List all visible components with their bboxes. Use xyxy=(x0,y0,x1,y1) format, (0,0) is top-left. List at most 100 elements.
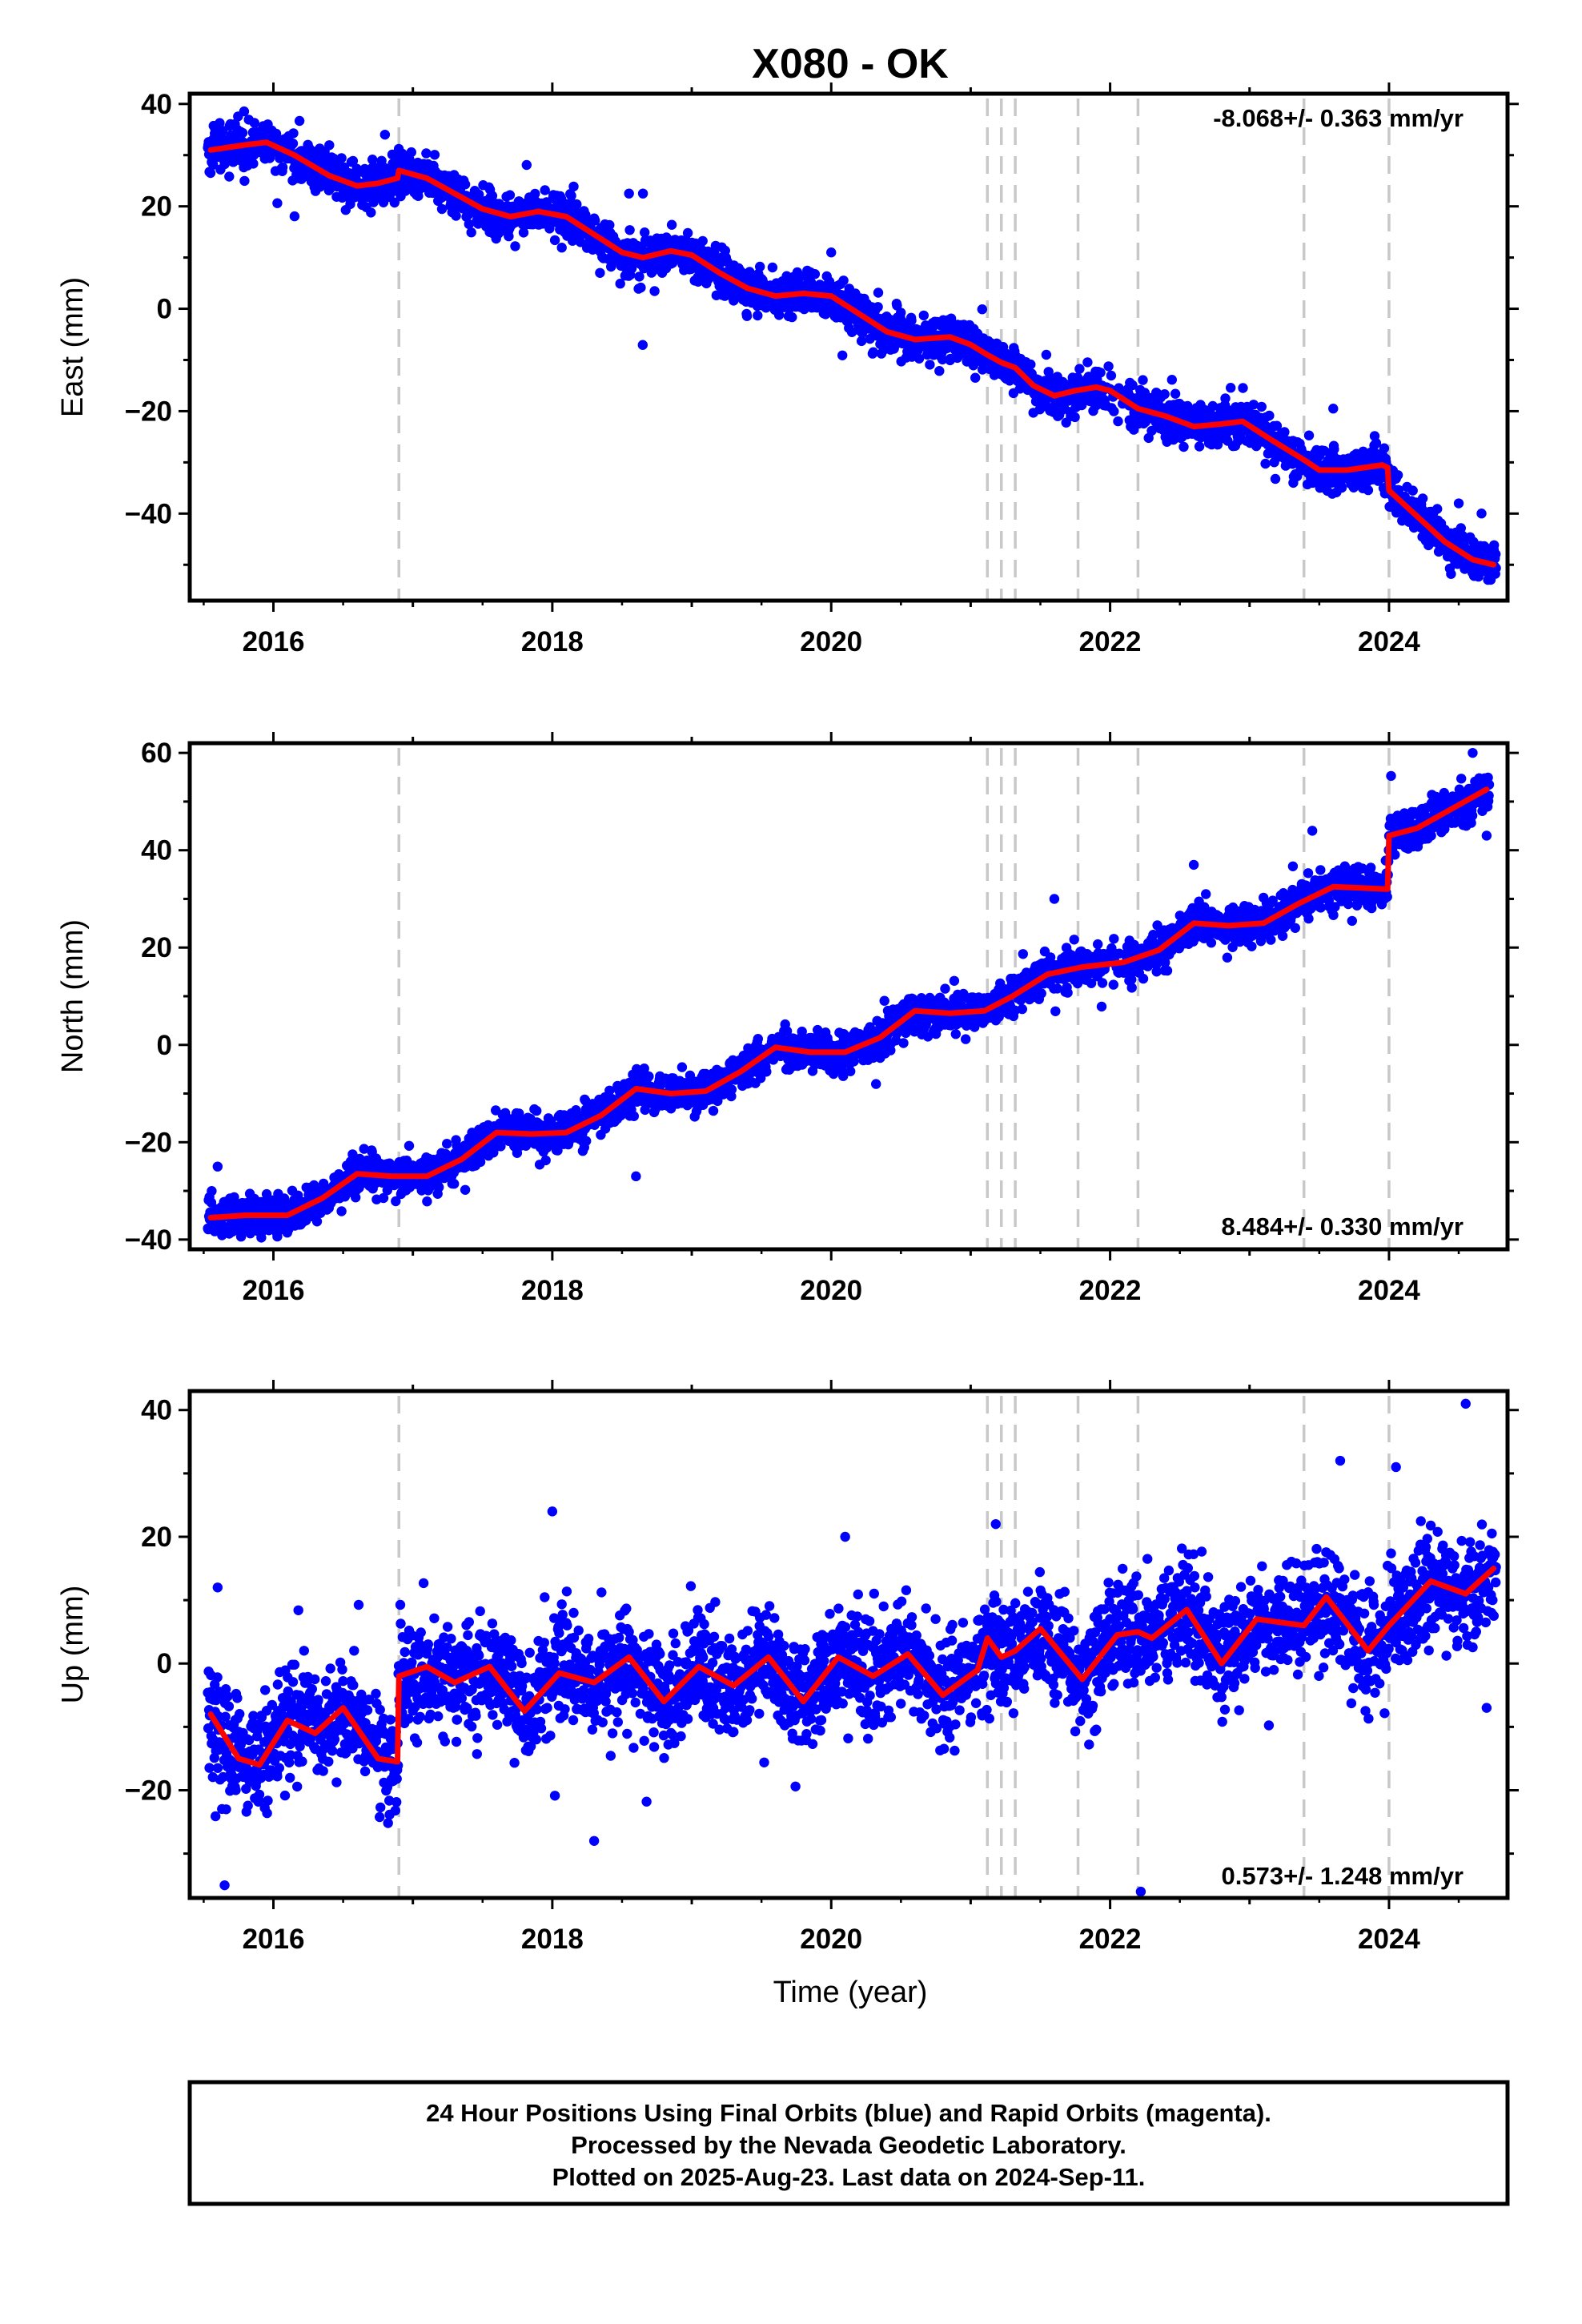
east-position-point xyxy=(572,199,582,210)
north-position-point xyxy=(336,1206,347,1216)
east-position-point xyxy=(219,159,230,170)
north-position-point xyxy=(726,1084,737,1095)
east-x-tick-label: 2022 xyxy=(1079,626,1142,657)
north-position-point xyxy=(449,1179,460,1189)
east-position-point xyxy=(1138,375,1148,385)
east-position-point xyxy=(838,275,849,286)
east-position-point xyxy=(451,211,461,221)
east-position-point xyxy=(787,312,797,323)
east-position-point xyxy=(590,215,600,226)
east-position-point xyxy=(248,159,259,169)
east-position-point xyxy=(1329,444,1339,455)
east-outlier-point xyxy=(624,188,634,199)
east-position-point xyxy=(634,271,644,282)
north-position-point xyxy=(628,1111,639,1122)
east-position-point xyxy=(294,115,305,127)
east-x-tick-label: 2018 xyxy=(521,626,584,657)
east-position-point xyxy=(918,310,930,321)
east-position-point xyxy=(649,286,660,296)
east-position-point xyxy=(1279,427,1290,437)
east-position-point xyxy=(697,235,708,247)
east-position-point xyxy=(1109,406,1119,416)
east-position-point xyxy=(367,155,378,165)
east-position-point xyxy=(510,241,520,251)
east-position-point xyxy=(1256,401,1267,412)
east-y-tick-label: 20 xyxy=(141,191,172,223)
north-position-point xyxy=(404,1140,415,1152)
east-position-point xyxy=(464,219,474,230)
east-position-point xyxy=(636,282,646,293)
east-position-point xyxy=(218,126,228,136)
east-position-point xyxy=(773,310,785,320)
east-position-point xyxy=(1026,359,1036,370)
east-position-point xyxy=(1178,441,1189,452)
east-position-point xyxy=(925,360,935,370)
east-position-point xyxy=(1166,375,1178,385)
east-position-point xyxy=(1407,485,1418,496)
east-position-point xyxy=(466,227,476,238)
east-position-point xyxy=(288,128,299,139)
east-position-point xyxy=(606,261,616,272)
east-position-point xyxy=(1220,393,1231,404)
east-position-point xyxy=(873,287,884,298)
east-position-point xyxy=(556,243,567,253)
east-position-point xyxy=(1379,443,1390,453)
east-position-point xyxy=(366,207,376,218)
east-position-point xyxy=(504,190,516,200)
east-position-point xyxy=(289,211,300,222)
east-position-point xyxy=(540,185,550,195)
east-position-point xyxy=(970,372,981,383)
east-position-point xyxy=(518,227,529,238)
north-position-point xyxy=(761,1067,772,1077)
east-position-point xyxy=(1041,349,1052,360)
east-position-point xyxy=(1363,485,1374,496)
east-position-point xyxy=(1392,470,1403,480)
east-x-tick-label: 2024 xyxy=(1358,626,1420,657)
east-position-point xyxy=(549,235,560,246)
east-position-point xyxy=(938,354,948,365)
east-position-point xyxy=(1082,357,1093,368)
east-position-point xyxy=(640,227,650,238)
east-position-point xyxy=(249,118,259,128)
east-position-point xyxy=(1095,368,1106,378)
east-position-point xyxy=(767,262,778,273)
east-position-point xyxy=(856,336,867,347)
chart-title: X080 - OK xyxy=(752,41,949,87)
east-position-point xyxy=(406,147,416,158)
east-y-axis-label: East (mm) xyxy=(56,277,90,417)
north-position-point xyxy=(644,1071,654,1082)
east-position-point xyxy=(272,198,283,208)
east-position-point xyxy=(504,231,514,242)
east-position-point xyxy=(1336,482,1347,493)
east-position-point xyxy=(324,140,335,151)
east-position-point xyxy=(1270,473,1281,485)
north-position-point xyxy=(311,1216,323,1227)
north-position-point xyxy=(422,1196,432,1207)
east-position-point xyxy=(837,350,848,360)
north-position-point xyxy=(532,1105,542,1116)
east-y-tick-label: −40 xyxy=(125,498,172,529)
east-position-point xyxy=(1226,383,1236,393)
east-position-point xyxy=(1260,458,1271,469)
east-position-point xyxy=(741,311,753,321)
east-position-point xyxy=(1170,388,1181,399)
east-position-point xyxy=(1159,389,1170,400)
east-position-point xyxy=(615,279,625,289)
east-position-point xyxy=(709,248,720,259)
east-position-point xyxy=(1303,430,1315,440)
east-position-point xyxy=(934,366,945,376)
east-position-point xyxy=(604,219,615,231)
east-position-point xyxy=(873,302,883,312)
north-position-point xyxy=(442,1139,452,1149)
east-y-tick-label: −20 xyxy=(125,396,172,427)
east-position-point xyxy=(682,227,693,239)
east-x-tick-label: 2020 xyxy=(800,626,862,657)
east-position-point xyxy=(237,127,248,139)
east-position-point xyxy=(389,197,400,208)
east-position-point xyxy=(809,269,821,279)
east-position-point xyxy=(521,159,532,171)
east-outlier-point xyxy=(379,129,391,140)
east-position-point xyxy=(421,148,432,159)
east-outlier-point xyxy=(826,247,837,258)
